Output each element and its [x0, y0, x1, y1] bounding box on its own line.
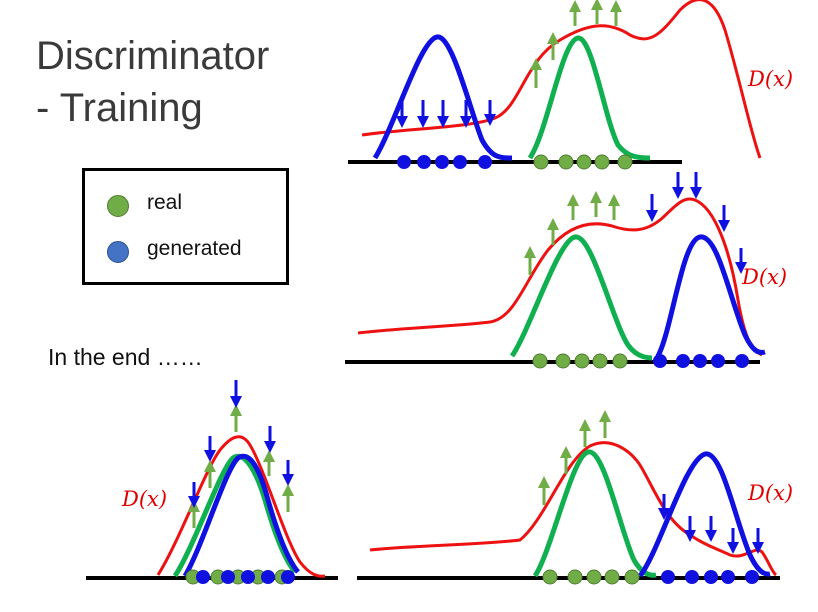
panel-1-real-distribution — [527, 35, 651, 161]
slide-title: Discriminator - Training — [36, 30, 269, 134]
panel-2-generated-samples — [653, 354, 749, 368]
legend-real-label: real — [147, 191, 183, 214]
legend-real-dot — [107, 195, 129, 217]
panel-3-curve-label: D(x) — [121, 487, 167, 511]
panel-4-down-arrows — [658, 494, 764, 554]
panel-3: D(x) — [86, 380, 338, 585]
legend-generated-label: generated — [147, 237, 242, 260]
legend: real generated — [82, 168, 289, 285]
panel-1: D(x) — [348, 0, 793, 170]
panel-3-generated-samples — [196, 570, 295, 584]
panel-1-up-arrows — [530, 0, 622, 88]
panel-2-real-samples — [532, 353, 628, 369]
panel-4-real-samples — [542, 569, 640, 585]
panel-1-real-samples — [533, 154, 633, 170]
panel-2-generated-distribution — [655, 234, 766, 358]
panel-3-discriminator-curve — [156, 435, 326, 578]
panel-1-curve-label: D(x) — [747, 67, 793, 91]
panel-3-down-arrows — [188, 380, 294, 508]
panel-2-discriminator-curve — [357, 197, 763, 357]
panel-2-curve-label: D(x) — [741, 265, 787, 289]
panel-1-generated-distribution — [372, 34, 513, 161]
end-label: In the end …… — [48, 344, 203, 370]
panel-2: D(x) — [345, 172, 787, 369]
panel-4-generated-distribution — [637, 451, 771, 578]
panel-2-real-distribution — [509, 234, 653, 361]
panel-3-real-samples — [185, 569, 290, 585]
panel-4-generated-samples — [661, 570, 759, 584]
panel-4-real-distribution — [532, 449, 657, 578]
panel-1-discriminator-curve — [361, 0, 762, 159]
panel-4-up-arrows — [538, 410, 611, 505]
panel-1-down-arrows — [396, 100, 496, 128]
title-line-1: Discriminator — [36, 34, 270, 78]
title-line-2: - Training — [36, 86, 203, 130]
panel-4-curve-label: D(x) — [747, 481, 793, 505]
legend-generated-dot — [107, 241, 129, 263]
panel-4: D(x) — [357, 410, 793, 585]
panel-3-generated-distribution — [182, 453, 300, 578]
panel-2-down-arrows — [646, 172, 747, 274]
panel-3-up-arrows — [188, 404, 294, 528]
panel-2-up-arrows — [524, 191, 620, 275]
panel-1-generated-samples — [397, 155, 492, 169]
